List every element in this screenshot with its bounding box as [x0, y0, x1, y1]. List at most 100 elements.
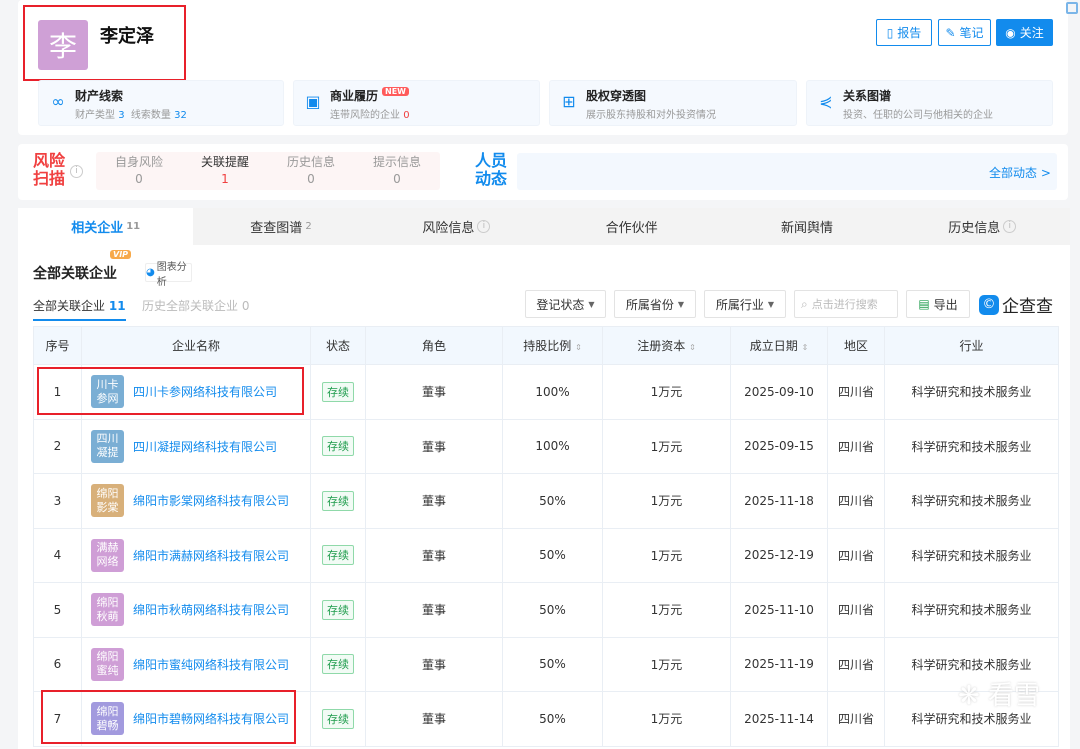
status-cell: 存续: [310, 636, 366, 692]
risk-item-history[interactable]: 历史信息 0: [286, 155, 335, 186]
company-name-cell: 川卡 参网 四川卡参网络科技有限公司: [81, 364, 311, 420]
briefcase-icon: ▣: [305, 92, 321, 111]
follow-icon: ◉: [1005, 25, 1016, 40]
caret-down-icon: ▼: [588, 299, 595, 309]
date-cell: 2025-11-14: [730, 691, 828, 747]
sort-icon: ⇕: [575, 343, 582, 352]
column-header[interactable]: 注册资本 ⇕: [602, 326, 731, 365]
status-cell: 存续: [310, 473, 366, 529]
table-row: 5 绵阳 秋萌 绵阳市秋萌网络科技有限公司 存续 董事 50% 1万元 2025-11-10 四川…: [33, 582, 1059, 638]
risk-item-related[interactable]: 关联提醒 1: [200, 155, 249, 186]
column-header: 行业: [884, 326, 1059, 365]
feature-title: 财产线索: [75, 89, 124, 103]
company-name-link[interactable]: 四川凝提网络科技有限公司: [133, 439, 278, 454]
qr-code-icon[interactable]: [1066, 2, 1078, 14]
industry-cell: 科学研究和技术服务业: [884, 691, 1059, 747]
tab-news[interactable]: 新闻舆情: [780, 221, 833, 236]
info-icon: i: [477, 220, 491, 233]
date-cell: 2025-09-10: [730, 364, 828, 420]
region-cell: 四川省: [827, 527, 885, 583]
feature-business-history[interactable]: ▣ 商业履历 NEW 连带风险的企业 0: [293, 80, 540, 126]
status-cell: 存续: [310, 691, 366, 747]
info-icon[interactable]: i: [70, 165, 83, 178]
status-filter[interactable]: 登记状态 ▼: [525, 290, 606, 318]
risk-item-self[interactable]: 自身风险 0: [114, 155, 163, 186]
tab-partners[interactable]: 合作伙伴: [605, 221, 658, 236]
feature-title: 股权穿透图: [586, 89, 647, 103]
tab-risk-info[interactable]: 风险信息 i: [369, 208, 544, 245]
export-button[interactable]: ▤ 导出: [906, 290, 970, 318]
column-header: 序号: [33, 326, 82, 365]
highlight-box-row-7: [41, 690, 296, 744]
subtab-all-related[interactable]: 全部关联企业 11: [33, 297, 126, 321]
all-dynamics-link[interactable]: 全部动态 >: [989, 166, 1051, 180]
dynamic-box: [517, 153, 1057, 190]
capital-cell: 1万元: [602, 473, 731, 529]
highlight-box-row-1: [37, 367, 304, 415]
pen-icon: ✎: [945, 25, 956, 40]
risk-item-hint[interactable]: 提示信息 0: [372, 155, 421, 186]
table-row: 7 绵阳 碧畅 绵阳市碧畅网络科技有限公司 存续 董事 50% 1万元 2025-11-14 四川…: [33, 691, 1059, 747]
company-name-link[interactable]: 绵阳市满赫网络科技有限公司: [133, 548, 290, 563]
share-icon: ⋞: [819, 92, 833, 111]
people-dynamic-title: 人员动态: [475, 151, 508, 188]
share-cell: 50%: [502, 582, 603, 638]
role-cell: 董事: [365, 582, 503, 638]
region-cell: 四川省: [827, 418, 885, 474]
company-name-link[interactable]: 绵阳市秋萌网络科技有限公司: [133, 603, 290, 618]
tab-history[interactable]: 历史信息 i: [895, 208, 1070, 245]
capital-cell: 1万元: [602, 636, 731, 692]
new-badge: NEW: [382, 87, 409, 96]
qichacha-logo-icon: ©: [979, 294, 999, 315]
vip-badge: VIP: [110, 250, 132, 259]
company-name-link[interactable]: 绵阳市影棠网络科技有限公司: [133, 494, 290, 509]
company-name-link[interactable]: 四川卡参网络科技有限公司: [133, 385, 278, 400]
subtab-history-related[interactable]: 历史全部关联企业 0: [142, 299, 250, 313]
report-button[interactable]: ▯ 报告: [876, 19, 932, 46]
row-number: 2: [33, 418, 82, 474]
date-cell: 2025-09-15: [730, 418, 828, 474]
chart-analysis-button[interactable]: ◕ 图表分析: [145, 262, 192, 288]
feature-relation-graph[interactable]: ⋞ 关系图谱 投资、任职的公司与他相关的企业: [806, 80, 1053, 126]
status-badge: 存续: [322, 654, 354, 675]
company-logo: 满赫 网络: [91, 538, 124, 572]
industry-filter[interactable]: 所属行业 ▼: [704, 290, 786, 318]
column-header[interactable]: 持股比例 ⇕: [502, 326, 603, 365]
region-cell: 四川省: [827, 364, 885, 420]
feature-asset-clue[interactable]: ∞ 财产线索 财产类型 3 线索数量 32: [38, 80, 284, 126]
caret-down-icon: ▼: [767, 299, 775, 309]
row-number: 1: [33, 364, 82, 420]
company-logo: 四川 凝提: [91, 429, 124, 463]
feature-equity-chart[interactable]: ⊞ 股权穿透图 展示股东持股和对外投资情况: [549, 80, 797, 126]
status-badge: 存续: [322, 545, 354, 566]
company-name-link[interactable]: 绵阳市蜜纯网络科技有限公司: [133, 657, 290, 672]
column-header: 地区: [827, 326, 885, 365]
follow-button[interactable]: ◉ 关注: [996, 19, 1053, 46]
status-cell: 存续: [310, 418, 366, 474]
feature-title: 关系图谱: [843, 89, 892, 103]
asset-clue-icon: ∞: [51, 92, 65, 111]
industry-cell: 科学研究和技术服务业: [884, 527, 1059, 583]
company-name-cell: 满赫 网络 绵阳市满赫网络科技有限公司: [81, 527, 311, 583]
person-name: 李定泽: [100, 26, 154, 47]
region-cell: 四川省: [827, 636, 885, 692]
industry-cell: 科学研究和技术服务业: [884, 636, 1059, 692]
table-row: 4 满赫 网络 绵阳市满赫网络科技有限公司 存续 董事 50% 1万元 2025-12-19 四川…: [33, 527, 1059, 583]
company-logo: 川卡 参网: [91, 375, 124, 409]
tab-related-companies[interactable]: 相关企业 11: [18, 208, 194, 245]
company-name-link[interactable]: 绵阳市碧畅网络科技有限公司: [133, 712, 290, 727]
search-input[interactable]: ⌕ 点击进行搜索: [794, 290, 898, 318]
column-header: 状态: [310, 326, 366, 365]
feature-sub: 财产类型 3 线索数量 32: [75, 110, 187, 121]
related-companies-table: 序号 企业名称 状态 角色 持股比例 ⇕ 注册资本 ⇕ 成立日期 ⇕ 地区 行业 1 川卡 参网 四川…: [33, 326, 1059, 747]
tab-graph[interactable]: 查查图谱 2: [250, 221, 312, 236]
province-filter[interactable]: 所属省份 ▼: [614, 290, 696, 318]
role-cell: 董事: [365, 527, 503, 583]
capital-cell: 1万元: [602, 418, 731, 474]
watermark-logo: ❋ 看雪: [957, 681, 1040, 711]
row-number: 5: [33, 582, 82, 638]
note-button[interactable]: ✎ 笔记: [938, 19, 991, 46]
capital-cell: 1万元: [602, 364, 731, 420]
column-header[interactable]: 成立日期 ⇕: [730, 326, 828, 365]
company-name-cell: 绵阳 蜜纯 绵阳市蜜纯网络科技有限公司: [81, 636, 311, 692]
